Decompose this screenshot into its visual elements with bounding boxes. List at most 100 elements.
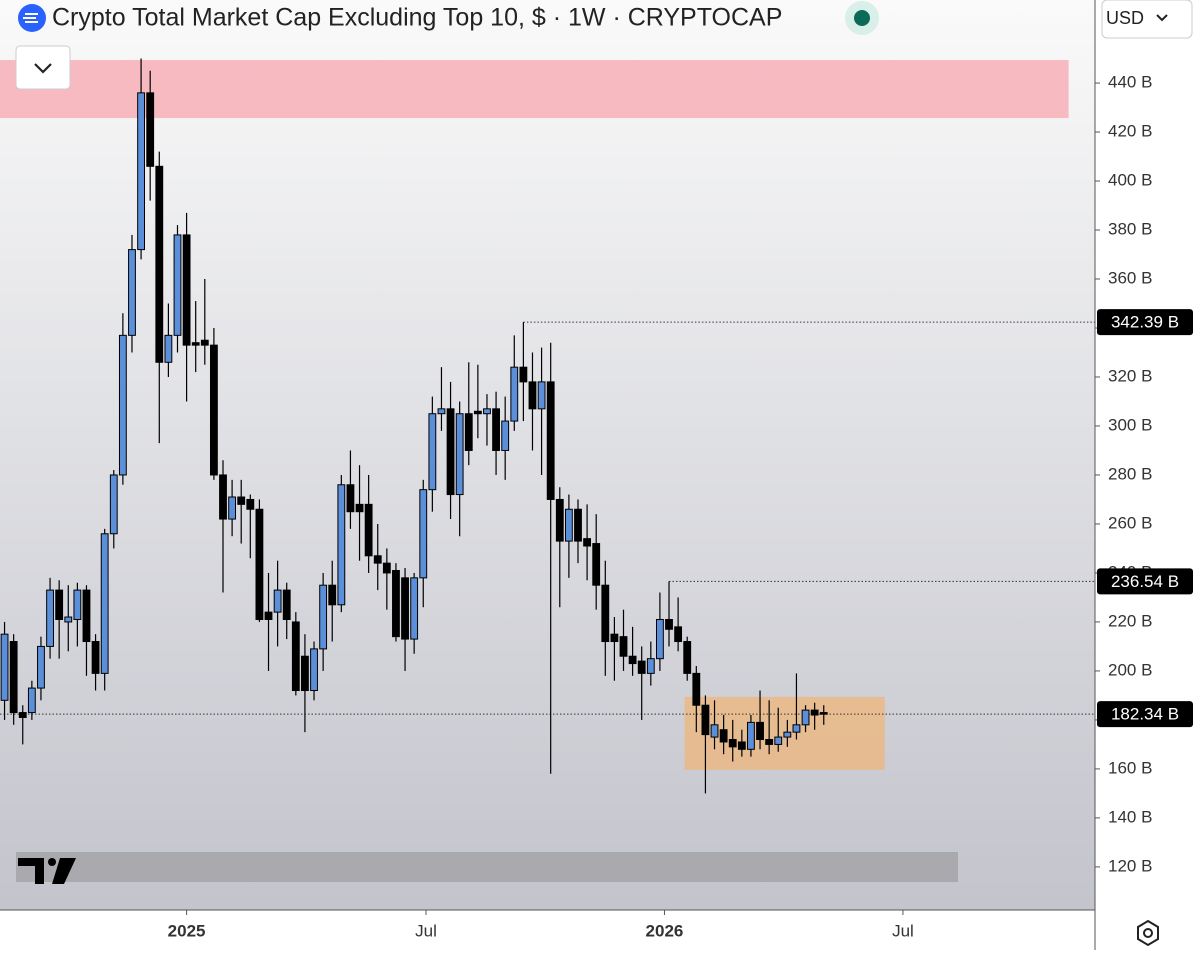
candle-body xyxy=(473,410,482,415)
x-axis-background xyxy=(0,910,1095,950)
settings-icon[interactable] xyxy=(1137,919,1159,947)
logo-bar xyxy=(16,852,958,882)
candle-body xyxy=(592,543,601,586)
candle-body xyxy=(328,584,337,606)
x-tick-label: 2026 xyxy=(646,921,684,940)
candle-body xyxy=(364,503,373,557)
candle-body xyxy=(173,234,182,336)
candle-body xyxy=(574,508,582,542)
candle-body xyxy=(355,503,364,513)
price-tag xyxy=(1097,701,1193,728)
y-tick-label: 440 B xyxy=(1108,73,1152,92)
candle-body xyxy=(164,334,173,363)
candle-body xyxy=(683,641,692,674)
candle-body xyxy=(564,508,573,542)
x-tick-label: Jul xyxy=(415,921,437,940)
candle-body xyxy=(137,92,145,251)
currency-box[interactable] xyxy=(1101,0,1193,39)
candle-body xyxy=(737,741,746,750)
currency-chevron xyxy=(1156,14,1168,22)
y-tick-label: 120 B xyxy=(1108,856,1152,875)
candle-body xyxy=(601,584,610,643)
candle-body xyxy=(182,234,191,346)
candle-body xyxy=(483,408,491,415)
candle-body xyxy=(237,496,246,505)
header: Crypto Total Market Cap Excluding Top 10… xyxy=(15,0,1193,947)
candle-body xyxy=(646,658,655,674)
candle-body xyxy=(273,589,282,613)
candle-body xyxy=(510,366,519,422)
candle-body xyxy=(437,408,446,415)
candle-body xyxy=(637,660,646,674)
candle-body xyxy=(209,344,218,476)
candles xyxy=(0,58,828,794)
candle-body xyxy=(73,589,82,620)
y-tick-label: 400 B xyxy=(1108,171,1152,190)
candle-body xyxy=(555,498,564,542)
y-tick-label: 220 B xyxy=(1108,611,1152,630)
candle-body xyxy=(337,484,346,606)
candle-body xyxy=(628,655,637,665)
candle-body xyxy=(492,408,500,451)
candle-body xyxy=(701,704,710,736)
candle-body xyxy=(346,484,355,513)
candle-body xyxy=(246,498,255,510)
candle-body xyxy=(692,672,701,706)
candle-body xyxy=(710,724,719,738)
candle-body xyxy=(55,589,64,620)
candle-body xyxy=(91,641,100,674)
candle-body xyxy=(9,641,18,714)
price-tag xyxy=(1097,309,1193,336)
candle-body xyxy=(783,731,792,738)
candle-body xyxy=(728,739,737,748)
candle-body xyxy=(64,616,73,623)
candle-body xyxy=(219,474,227,520)
collapse-button[interactable] xyxy=(15,45,71,90)
candle-body xyxy=(446,408,455,496)
candle-body xyxy=(747,721,755,750)
candle-body xyxy=(264,611,273,620)
y-tick-label: 420 B xyxy=(1108,122,1152,141)
candle-body xyxy=(519,366,528,383)
tv-logo xyxy=(18,858,76,884)
candle-body xyxy=(109,474,118,535)
collapse-chevron xyxy=(34,63,52,74)
candle-body xyxy=(282,589,291,620)
y-tick-label: 360 B xyxy=(1108,268,1152,287)
currency[interactable]: USD xyxy=(1106,8,1144,28)
candle-body xyxy=(537,381,546,410)
y-tick-label: 300 B xyxy=(1108,415,1152,434)
candle-body xyxy=(410,577,419,640)
price-tag-label: 182.34 B xyxy=(1111,705,1179,724)
price-tag xyxy=(1097,568,1193,595)
candle-body xyxy=(255,508,264,620)
candle-body xyxy=(27,687,36,714)
candle-body xyxy=(655,618,664,660)
x-tick-label: 2025 xyxy=(168,921,206,940)
candle-body xyxy=(310,648,318,692)
candle-body xyxy=(428,413,437,491)
candle-body xyxy=(100,533,109,674)
candle-body xyxy=(319,584,328,650)
settings-icon-center xyxy=(1143,928,1153,938)
x-tick-label: Jul xyxy=(892,921,914,940)
price-tag-label: 236.54 B xyxy=(1111,572,1179,591)
candle-body xyxy=(801,709,810,726)
candle-body xyxy=(401,577,409,640)
y-axis-background xyxy=(1095,0,1200,950)
candle-body xyxy=(0,633,9,701)
status-dot xyxy=(854,10,870,26)
y-tick-label: 260 B xyxy=(1108,513,1152,532)
candle-body xyxy=(464,413,473,451)
candle-body xyxy=(37,645,45,689)
candle-body xyxy=(546,381,555,500)
candle-body xyxy=(146,92,155,167)
zone xyxy=(0,60,1069,119)
candle-body xyxy=(419,489,428,579)
candle-body xyxy=(674,626,683,643)
candle-body xyxy=(128,249,136,336)
candle-body xyxy=(373,555,382,564)
candle-body xyxy=(719,729,728,743)
chart-title: Crypto Total Market Cap Excluding Top 10… xyxy=(52,4,782,32)
